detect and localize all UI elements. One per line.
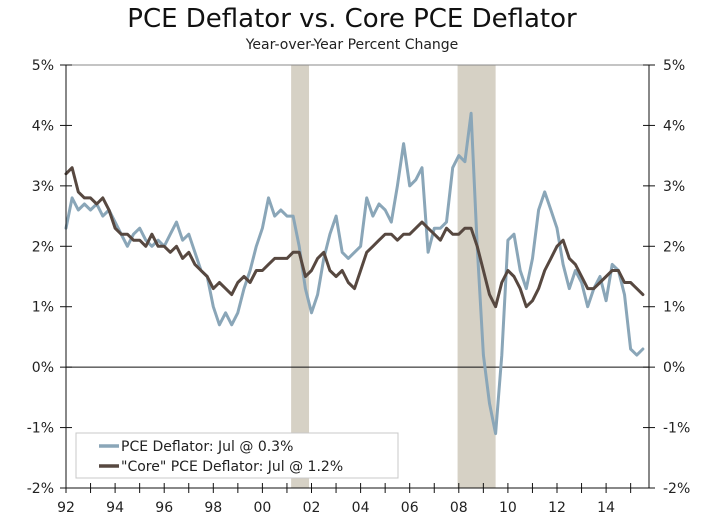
y-tick-label-left: -2% bbox=[27, 481, 54, 497]
x-tick-label: 00 bbox=[253, 500, 271, 516]
y-tick-label-left: 4% bbox=[32, 118, 54, 134]
y-tick-label-right: 4% bbox=[663, 118, 685, 134]
x-tick-label: 04 bbox=[352, 500, 370, 516]
x-tick-label: 98 bbox=[204, 500, 222, 516]
x-tick-label: 08 bbox=[450, 500, 468, 516]
y-tick-label-right: 1% bbox=[663, 300, 685, 316]
x-tick-label: 10 bbox=[499, 500, 517, 516]
y-tick-label-right: 2% bbox=[663, 239, 685, 255]
recession-band bbox=[457, 65, 496, 488]
legend-label-pce: PCE Deflator: Jul @ 0.3% bbox=[121, 439, 293, 455]
x-tick-label: 14 bbox=[597, 500, 615, 516]
y-tick-label-left: 0% bbox=[32, 360, 54, 376]
legend: PCE Deflator: Jul @ 0.3% "Core" PCE Defl… bbox=[75, 432, 399, 479]
recession-bands bbox=[291, 65, 496, 488]
chart-subtitle: Year-over-Year Percent Change bbox=[245, 37, 459, 53]
x-tick-label: 92 bbox=[57, 500, 75, 516]
y-tick-label-left: 5% bbox=[32, 58, 54, 74]
y-tick-label-right: -2% bbox=[663, 481, 690, 497]
series-line-core bbox=[64, 166, 645, 309]
x-tick-label: 06 bbox=[401, 500, 419, 516]
recession-band bbox=[291, 65, 310, 488]
legend-label-core: "Core" PCE Deflator: Jul @ 1.2% bbox=[121, 459, 343, 475]
x-tick-label: 12 bbox=[548, 500, 566, 516]
y-tick-label-left: 1% bbox=[32, 300, 54, 316]
y-tick-label-left: 2% bbox=[32, 239, 54, 255]
series-layer bbox=[64, 111, 645, 436]
y-tick-label-right: 0% bbox=[663, 360, 685, 376]
legend-box bbox=[75, 432, 399, 479]
y-tick-label-left: 3% bbox=[32, 179, 54, 195]
y-tick-label-right: 3% bbox=[663, 179, 685, 195]
series-line-pce bbox=[64, 111, 645, 436]
x-tick-label: 96 bbox=[155, 500, 173, 516]
y-tick-label-left: -1% bbox=[27, 421, 54, 437]
y-tick-label-right: -1% bbox=[663, 421, 690, 437]
axes: -2% -2% -1% -1% 0% 0% 1% 1% 2% 2% 3% 3% 4% 4% 5% 5% 92 94… bbox=[27, 58, 691, 516]
x-tick-label: 02 bbox=[303, 500, 321, 516]
chart-title: PCE Deflator vs. Core PCE Deflator bbox=[127, 4, 577, 34]
x-tick-label: 94 bbox=[106, 500, 124, 516]
y-tick-label-right: 5% bbox=[663, 58, 685, 74]
